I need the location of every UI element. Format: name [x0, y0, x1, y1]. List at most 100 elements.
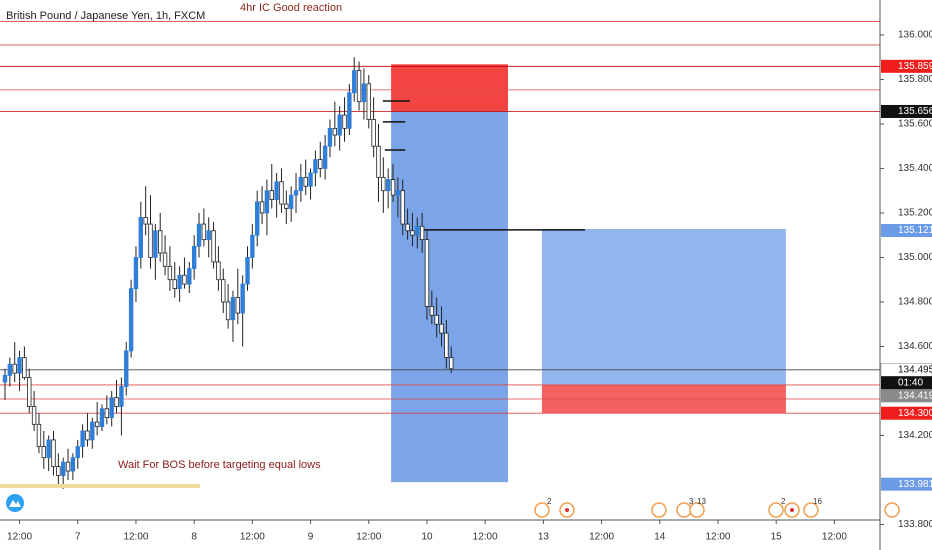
zone: [541, 228, 786, 385]
zone: [391, 64, 508, 112]
candle-body: [395, 190, 401, 196]
candle-body: [342, 114, 347, 129]
price-label-text: 135.121: [898, 225, 932, 236]
price-label-box: [881, 406, 932, 420]
candle-body: [22, 357, 27, 379]
candle-body: [75, 446, 80, 459]
x-tick-label: 12:00: [473, 532, 498, 543]
countdown-box: [881, 376, 932, 390]
candle-body: [288, 194, 294, 209]
zone: [391, 111, 508, 483]
event-count: 2: [781, 497, 786, 506]
candle-body: [206, 230, 211, 241]
candle-body: [128, 288, 134, 352]
x-tick-label: 12:00: [7, 532, 32, 543]
price-label-text: 134.419: [898, 390, 932, 401]
candle-body: [225, 301, 231, 321]
plot-area: [0, 21, 880, 489]
candle-body: [240, 283, 245, 314]
candle-body: [371, 119, 376, 147]
candle-body: [376, 145, 381, 178]
candle-body: [419, 225, 425, 241]
candle-body: [337, 114, 342, 136]
event-count: 13: [697, 497, 706, 506]
candle-body: [56, 466, 61, 476]
y-tick-label: 134.200: [898, 430, 932, 441]
price-label: 135.121: [881, 224, 932, 238]
price-label: 134.495: [880, 363, 932, 377]
candle-body: [109, 397, 114, 419]
candle-body: [153, 230, 158, 258]
event-count: 2: [547, 497, 552, 506]
candle-body: [2, 374, 8, 383]
candle-body: [366, 83, 371, 120]
candle-body: [415, 225, 420, 236]
candle-body: [279, 181, 284, 205]
candle-body: [269, 190, 274, 200]
candle-body: [27, 377, 32, 407]
candle-body: [293, 190, 299, 196]
candle-body: [424, 239, 430, 307]
y-tick-label: 135.000: [898, 252, 932, 263]
candle-body: [7, 363, 13, 376]
x-tick-label: 12:00: [589, 532, 614, 543]
candle-body: [70, 457, 76, 472]
candle-body: [148, 223, 153, 258]
price-label-box: [881, 224, 932, 238]
candle-body: [313, 159, 318, 174]
candle-body: [80, 430, 85, 447]
candle-body: [439, 323, 444, 334]
candle-body: [167, 265, 173, 281]
candle-body: [250, 234, 255, 258]
x-tick-label: 12:00: [240, 532, 265, 543]
price-label: 134.300: [881, 406, 932, 420]
x-tick-label: 14: [654, 532, 666, 543]
candle-body: [332, 127, 338, 136]
candle-body: [90, 421, 95, 441]
x-tick-label: 12:00: [705, 532, 730, 543]
price-axis: 136.000 135.800 135.600 135.400 135.200 135.0…: [7, 30, 932, 543]
candle-body: [36, 423, 42, 447]
candle-body: [405, 223, 410, 232]
price-label-text: 134.300: [898, 408, 932, 419]
candle-body: [162, 252, 168, 267]
candle-body: [191, 245, 197, 269]
price-label-box: [881, 477, 932, 491]
candle-body: [211, 230, 216, 263]
x-tick-label: 7: [75, 532, 81, 543]
candle-body: [381, 176, 386, 192]
price-label: 135.656: [881, 104, 932, 118]
countdown: 01:40: [898, 377, 923, 388]
candle-body: [429, 305, 435, 316]
x-tick-label: 9: [308, 532, 314, 543]
price-label-text: 135.656: [898, 106, 932, 117]
candle-body: [322, 145, 328, 169]
candle-body: [46, 439, 51, 459]
candle-body: [400, 190, 405, 225]
candle-body: [158, 230, 163, 254]
candle-body: [31, 406, 37, 425]
candle-body: [133, 257, 139, 289]
y-tick-label: 134.600: [898, 341, 932, 352]
candle-body: [284, 203, 289, 209]
candle-body: [143, 216, 148, 225]
candle-body: [17, 357, 22, 374]
annotation: Wait For BOS before targeting equal lows: [118, 459, 321, 471]
candle-body: [390, 179, 396, 196]
candle-body: [352, 70, 357, 94]
candle-body: [172, 279, 177, 289]
candle-body: [255, 201, 260, 236]
candle-body: [303, 176, 308, 187]
price-label: 135.859: [881, 59, 932, 73]
y-tick-label: 135.600: [898, 119, 932, 130]
candle-body: [308, 172, 313, 187]
candle-body: [99, 408, 105, 427]
candle-body: [104, 408, 110, 419]
candle-body: [230, 297, 236, 321]
candle-body: [385, 179, 391, 192]
candle-body: [85, 430, 90, 441]
candle-body: [327, 127, 333, 147]
annotation: 4hr IC Good reaction: [240, 2, 342, 14]
x-tick-label: 12:00: [356, 532, 381, 543]
